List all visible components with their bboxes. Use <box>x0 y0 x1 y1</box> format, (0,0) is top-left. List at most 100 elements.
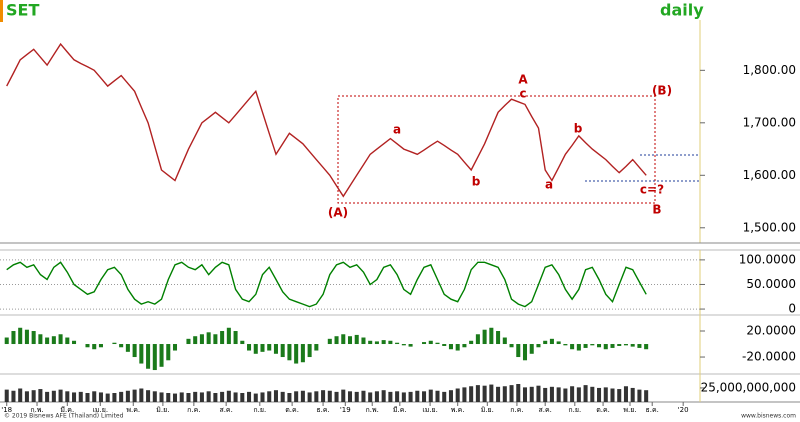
bar <box>233 392 238 402</box>
bar <box>294 391 299 402</box>
bar <box>287 393 292 402</box>
bar <box>45 337 50 345</box>
bar <box>172 393 178 402</box>
bar <box>543 387 548 402</box>
y-tick-label: 1,700.00 <box>743 115 796 129</box>
x-tick-label: ธ.ค. <box>646 406 659 414</box>
bar <box>314 344 319 351</box>
bar <box>422 391 427 402</box>
bar <box>610 344 615 348</box>
bar <box>462 344 467 348</box>
bar <box>280 391 285 402</box>
bar <box>146 344 151 369</box>
bar <box>193 391 198 402</box>
bar <box>603 344 608 350</box>
bar <box>327 390 332 402</box>
bar <box>374 391 379 402</box>
bar <box>186 393 191 402</box>
x-tick-label: ก.ย. <box>568 406 581 414</box>
bar <box>206 332 211 345</box>
bar <box>253 393 258 402</box>
website: www.bisnews.com <box>741 413 796 420</box>
bar <box>462 387 467 402</box>
x-tick-label: พ.ค. <box>126 406 140 414</box>
bar <box>307 344 312 358</box>
bar <box>381 390 386 402</box>
y-tick-label: 1,800.00 <box>743 63 796 77</box>
bar <box>65 337 70 345</box>
bar <box>193 336 198 345</box>
bar <box>435 342 440 345</box>
bar <box>247 391 252 402</box>
bar <box>435 390 440 402</box>
bar <box>112 393 117 402</box>
bar <box>226 327 231 345</box>
bar <box>119 344 124 348</box>
x-tick-label: ก.ค. <box>510 406 523 414</box>
bar <box>502 337 507 345</box>
bar <box>489 327 494 345</box>
bar <box>24 391 29 402</box>
bar <box>334 391 339 402</box>
bar <box>146 390 151 402</box>
bar <box>31 331 36 345</box>
bar <box>388 340 393 345</box>
bar <box>644 390 649 402</box>
x-tick-label: เม.ย. <box>422 406 438 414</box>
bar <box>152 391 157 402</box>
bar <box>172 344 178 351</box>
x-tick-label: ส.ค. <box>219 406 232 414</box>
bar <box>361 390 366 402</box>
bar <box>489 384 494 402</box>
bar <box>536 344 541 348</box>
bar <box>273 344 278 354</box>
line-series <box>6 261 647 308</box>
bar <box>408 391 413 402</box>
bar <box>260 344 265 352</box>
bar <box>361 337 366 345</box>
bar <box>576 344 581 351</box>
bar <box>496 386 501 402</box>
bar <box>159 392 164 402</box>
wave-label: (A) <box>328 206 348 220</box>
bar <box>502 386 507 402</box>
bar <box>482 385 487 402</box>
bar <box>92 344 97 350</box>
bar <box>415 390 420 402</box>
bar <box>38 334 43 345</box>
copyright: © 2019 Bisnews AFE (Thailand) Limited <box>4 413 124 420</box>
bar <box>590 344 595 346</box>
bar <box>240 340 245 345</box>
bar <box>509 344 514 348</box>
bar <box>11 331 16 345</box>
bar <box>509 385 514 402</box>
bar <box>166 344 171 361</box>
bar <box>327 338 332 345</box>
x-tick-label: ต.ค. <box>596 406 610 414</box>
y-tick-label: 50.0000 <box>746 277 796 291</box>
bar <box>469 340 474 345</box>
bar <box>570 344 575 350</box>
bar <box>610 388 615 402</box>
bar <box>98 392 103 402</box>
bar <box>395 342 400 345</box>
bar <box>287 344 292 361</box>
bar <box>18 388 23 402</box>
bar <box>597 387 602 402</box>
chart-subtitle: daily <box>660 1 704 20</box>
bar <box>24 329 29 345</box>
x-tick-label: มิ.ย. <box>481 406 494 414</box>
bar <box>139 388 144 402</box>
bar <box>368 392 373 402</box>
bar <box>4 389 9 402</box>
x-tick-label: เม.ย. <box>93 406 109 414</box>
bar <box>300 344 305 363</box>
bar <box>583 385 588 402</box>
wave-label: b <box>574 122 583 136</box>
bar <box>206 391 211 402</box>
bar <box>401 392 406 402</box>
bar <box>563 344 568 346</box>
bar <box>637 344 642 348</box>
wave-label: b <box>472 175 481 189</box>
